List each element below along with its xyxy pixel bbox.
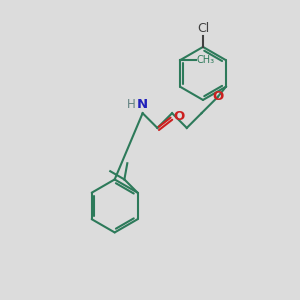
Text: N: N (137, 98, 148, 111)
Text: CH₃: CH₃ (197, 55, 215, 65)
Text: Cl: Cl (197, 22, 209, 34)
Text: H: H (127, 98, 135, 111)
Text: O: O (173, 110, 184, 123)
Text: O: O (212, 91, 223, 103)
